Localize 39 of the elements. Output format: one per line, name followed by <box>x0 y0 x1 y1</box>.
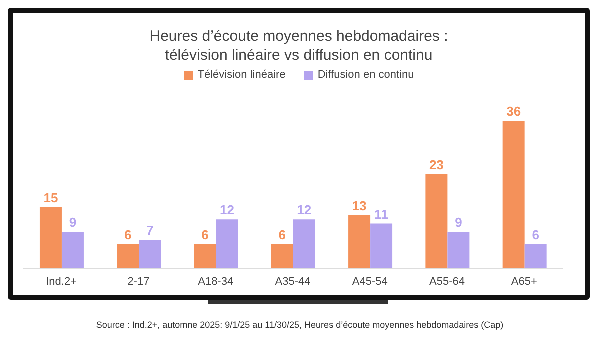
data-label: 11 <box>374 206 388 222</box>
legend-label: Télévision linéaire <box>198 69 286 81</box>
bar <box>62 232 84 269</box>
chart-title: Heures d’écoute moyennes hebdomadaires : télévision linéaire vs diffusion en continu <box>148 27 450 65</box>
data-label: 6 <box>202 227 209 242</box>
data-label: 23 <box>429 157 444 172</box>
data-label: 6 <box>124 227 132 242</box>
bar <box>194 244 216 269</box>
bar <box>524 244 547 269</box>
x-tick-label: 2-17 <box>128 276 150 288</box>
data-label: 9 <box>455 215 462 230</box>
data-label: 9 <box>69 215 77 230</box>
bar <box>139 240 162 269</box>
source-note: Source : Ind.2+, automne 2025: 9/1/25 au 11/30/25, Heures d’écoute moyennes hebdomadaires (Cap) <box>95 320 505 330</box>
data-label: 15 <box>44 190 58 206</box>
data-label: 12 <box>220 202 234 218</box>
bar <box>40 207 62 269</box>
data-label: 6 <box>278 227 286 242</box>
data-label: 36 <box>506 104 522 119</box>
bar <box>348 216 371 269</box>
bar <box>293 220 316 269</box>
x-tick-label: A35-44 <box>275 276 311 288</box>
x-tick-label: A18-34 <box>198 276 234 288</box>
data-label: 12 <box>297 202 312 218</box>
x-tick-label: Ind.2+ <box>46 276 78 288</box>
data-label: 6 <box>532 227 540 242</box>
data-label: 7 <box>146 223 154 238</box>
bar <box>426 174 448 269</box>
bar <box>370 224 393 269</box>
bar <box>502 121 525 269</box>
bar <box>271 244 294 269</box>
x-tick-label: A65+ <box>511 276 538 288</box>
legend-label: Diffusion en continu <box>318 69 414 81</box>
data-label: 13 <box>352 198 367 214</box>
x-tick-label: A45-54 <box>352 276 388 288</box>
x-tick-label: A55-64 <box>430 276 466 288</box>
bar <box>448 232 470 269</box>
bar <box>216 220 238 269</box>
bar <box>117 244 140 269</box>
